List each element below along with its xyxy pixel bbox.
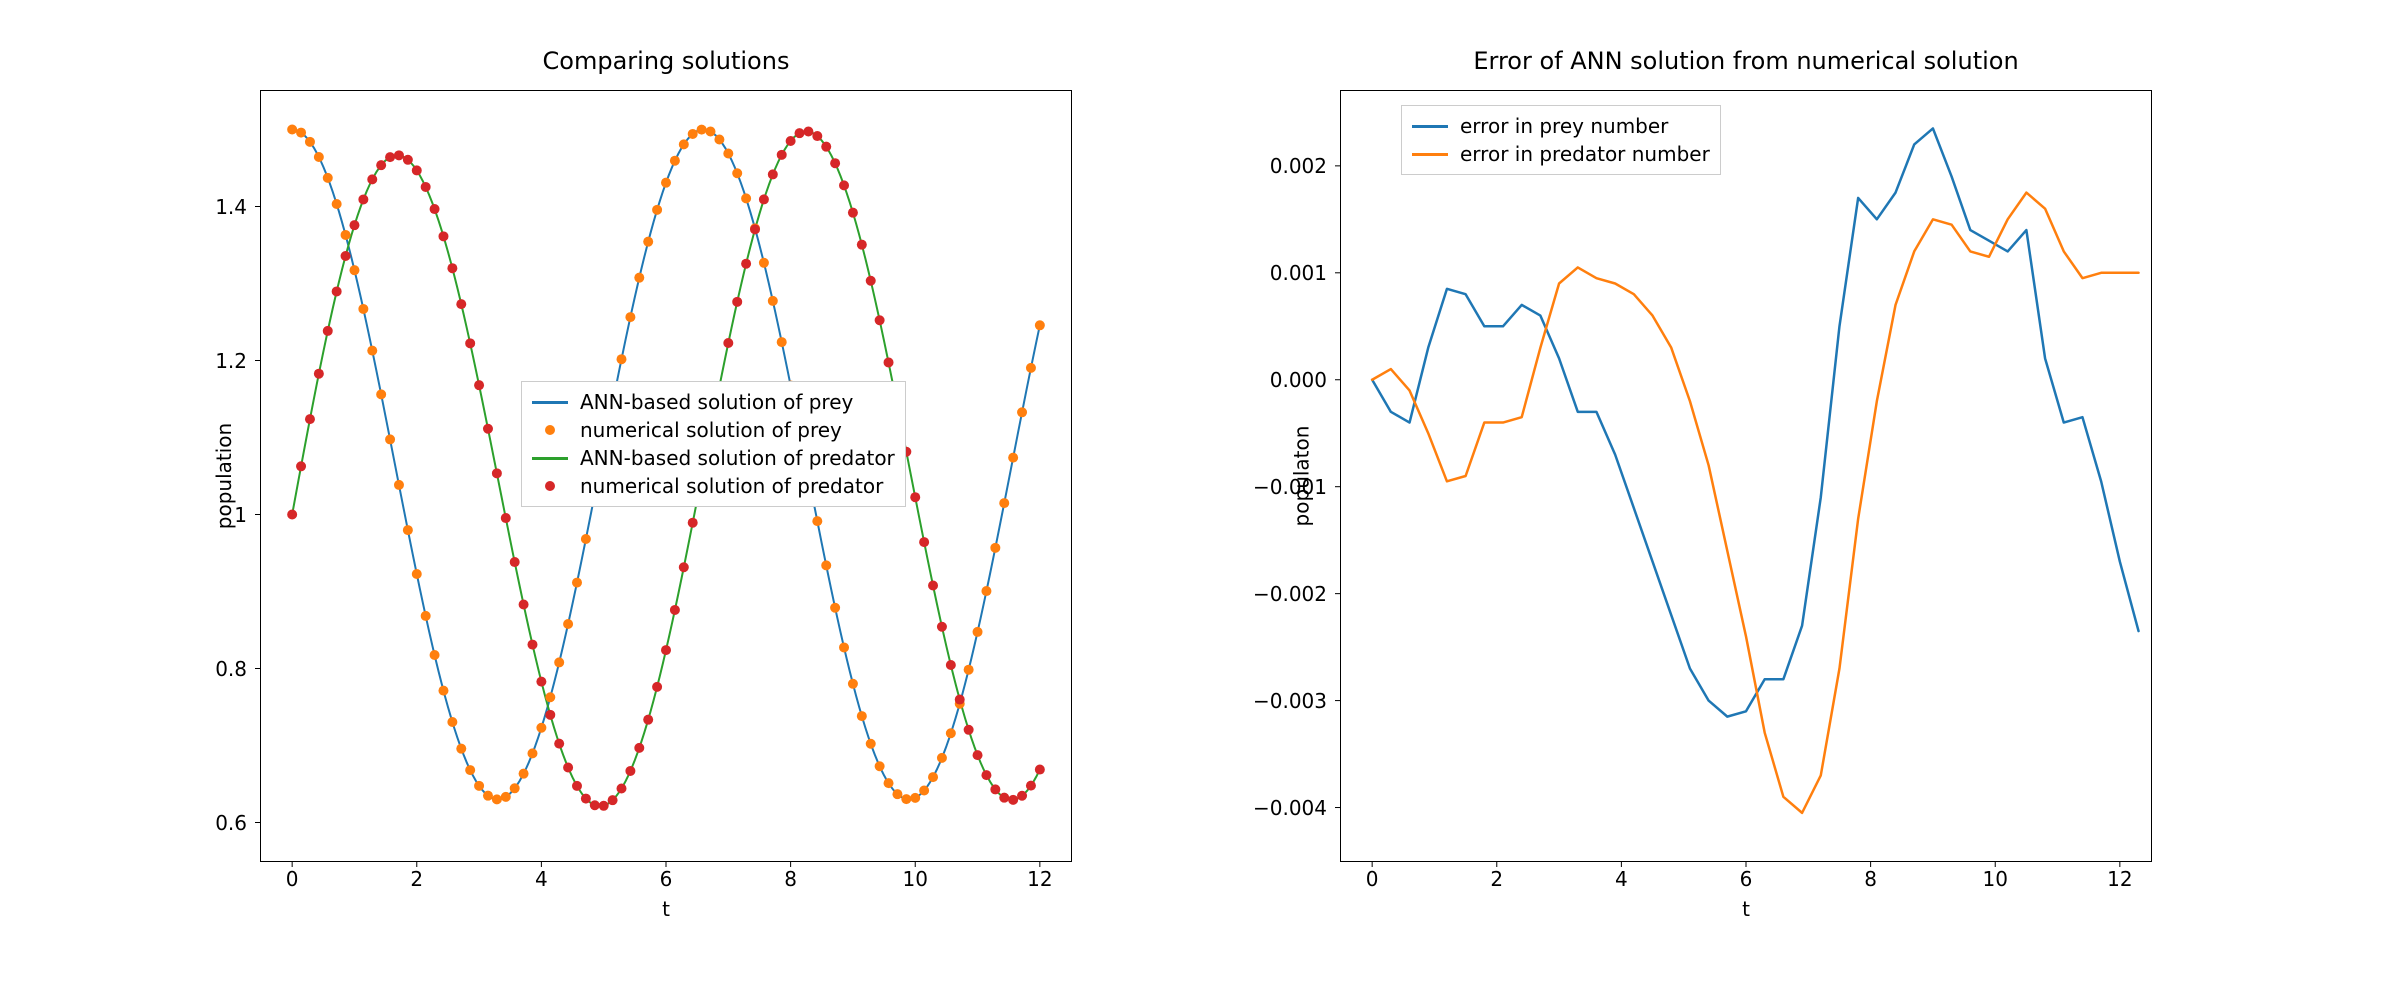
xtick-label: 4 (535, 867, 548, 891)
xtick-label: 0 (286, 867, 299, 891)
legend-row: numerical solution of predator (532, 472, 895, 500)
left-ylabel: population (212, 423, 236, 529)
legend-line-swatch (532, 401, 568, 404)
right-legend: error in prey number error in predator nu… (1401, 105, 1721, 175)
ytick-label: 1.4 (215, 195, 247, 219)
left-xlabel: t (261, 897, 1071, 921)
legend-label: numerical solution of prey (580, 418, 842, 442)
xtick-label: 6 (660, 867, 673, 891)
legend-dot-swatch (532, 480, 568, 492)
legend-row: numerical solution of prey (532, 416, 895, 444)
legend-dot-swatch (532, 424, 568, 436)
right-xlabel: t (1341, 897, 2151, 921)
legend-label: numerical solution of predator (580, 474, 883, 498)
ytick-label: 0.002 (1270, 154, 1327, 178)
left-axes: Comparing solutions t population ANN-bas… (260, 90, 1072, 862)
xtick-label: 2 (1490, 867, 1503, 891)
xtick-label: 10 (1982, 867, 2007, 891)
xtick-label: 8 (784, 867, 797, 891)
xtick-label: 2 (410, 867, 423, 891)
xtick-label: 0 (1366, 867, 1379, 891)
ytick-label: −0.004 (1253, 796, 1327, 820)
right-title: Error of ANN solution from numerical sol… (1341, 47, 2151, 75)
legend-label: error in predator number (1460, 142, 1710, 166)
legend-line-swatch (1412, 153, 1448, 156)
figure: Comparing solutions t population ANN-bas… (0, 0, 2400, 1000)
legend-label: error in prey number (1460, 114, 1668, 138)
left-legend: ANN-based solution of prey numerical solu… (521, 381, 906, 507)
legend-line-swatch (532, 457, 568, 460)
legend-label: ANN-based solution of predator (580, 446, 895, 470)
ytick-label: 1 (234, 503, 247, 527)
legend-row: ANN-based solution of prey (532, 388, 895, 416)
ytick-label: 0.6 (215, 811, 247, 835)
ytick-label: 0.8 (215, 657, 247, 681)
legend-row: error in predator number (1412, 140, 1710, 168)
xtick-label: 6 (1740, 867, 1753, 891)
legend-line-swatch (1412, 125, 1448, 128)
right-axes: Error of ANN solution from numerical sol… (1340, 90, 2152, 862)
legend-row: ANN-based solution of predator (532, 444, 895, 472)
xtick-label: 12 (1027, 867, 1052, 891)
right-plot-svg (1341, 91, 2151, 861)
ytick-label: 0.000 (1270, 368, 1327, 392)
xtick-label: 4 (1615, 867, 1628, 891)
ytick-label: 0.001 (1270, 261, 1327, 285)
left-title: Comparing solutions (261, 47, 1071, 75)
xtick-label: 10 (902, 867, 927, 891)
legend-label: ANN-based solution of prey (580, 390, 853, 414)
legend-row: error in prey number (1412, 112, 1710, 140)
ytick-label: −0.002 (1253, 582, 1327, 606)
ytick-label: −0.003 (1253, 689, 1327, 713)
xtick-label: 8 (1864, 867, 1877, 891)
ytick-label: −0.001 (1253, 475, 1327, 499)
xtick-label: 12 (2107, 867, 2132, 891)
ytick-label: 1.2 (215, 349, 247, 373)
